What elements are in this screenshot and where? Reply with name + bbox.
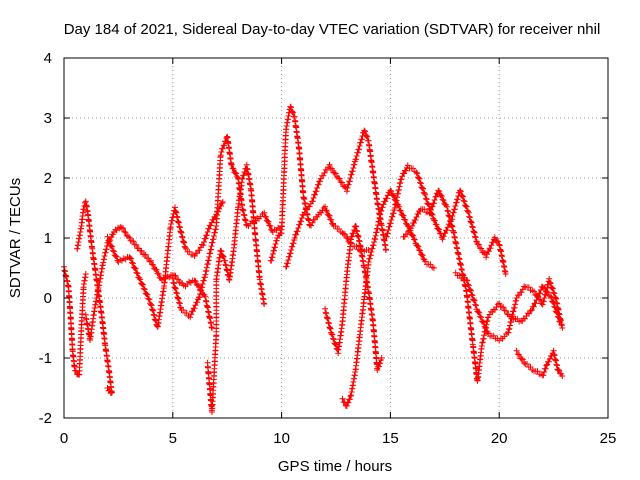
series-markers xyxy=(400,187,564,384)
x-tick-label: 15 xyxy=(382,430,399,447)
series-12 xyxy=(400,187,564,384)
x-tick-label: 20 xyxy=(491,430,508,447)
series-markers xyxy=(82,224,215,343)
y-tick-label: 4 xyxy=(44,50,52,67)
chart-title: Day 184 of 2021, Sidereal Day-to-day VTE… xyxy=(64,21,601,38)
series-markers xyxy=(322,223,385,373)
data-series xyxy=(61,103,566,415)
y-tick-label: -2 xyxy=(39,410,52,427)
y-tick-label: 3 xyxy=(44,110,52,127)
series-4 xyxy=(104,199,226,330)
series-10 xyxy=(339,187,437,409)
y-tick-label: 2 xyxy=(44,170,52,187)
series-markers xyxy=(513,347,566,379)
series-markers xyxy=(104,199,226,330)
series-markers xyxy=(452,269,566,344)
x-tick-label: 25 xyxy=(600,430,617,447)
series-1 xyxy=(61,263,89,378)
series-markers xyxy=(169,133,285,321)
axis-ticks: 0 5 10 15 20 25 -2 -1 0 1 2 3 4 xyxy=(39,50,617,447)
series-14 xyxy=(513,347,566,379)
series-13 xyxy=(452,269,566,344)
series-9 xyxy=(322,223,385,373)
series-7 xyxy=(267,103,372,264)
x-tick-label: 5 xyxy=(169,430,177,447)
series-markers xyxy=(204,161,268,415)
series-11 xyxy=(383,162,509,277)
y-tick-label: 1 xyxy=(44,230,52,247)
series-markers xyxy=(61,263,89,378)
series-3 xyxy=(82,224,215,343)
series-markers xyxy=(339,187,437,409)
series-6 xyxy=(204,161,268,415)
x-tick-label: 0 xyxy=(60,430,68,447)
y-axis-label: SDTVAR / TECUs xyxy=(7,178,24,298)
y-tick-label: -1 xyxy=(39,350,52,367)
x-tick-label: 10 xyxy=(273,430,290,447)
x-axis-label: GPS time / hours xyxy=(278,458,392,475)
series-markers xyxy=(267,103,372,264)
series-markers xyxy=(383,162,509,277)
y-tick-label: 0 xyxy=(44,290,52,307)
series-5 xyxy=(169,133,285,321)
